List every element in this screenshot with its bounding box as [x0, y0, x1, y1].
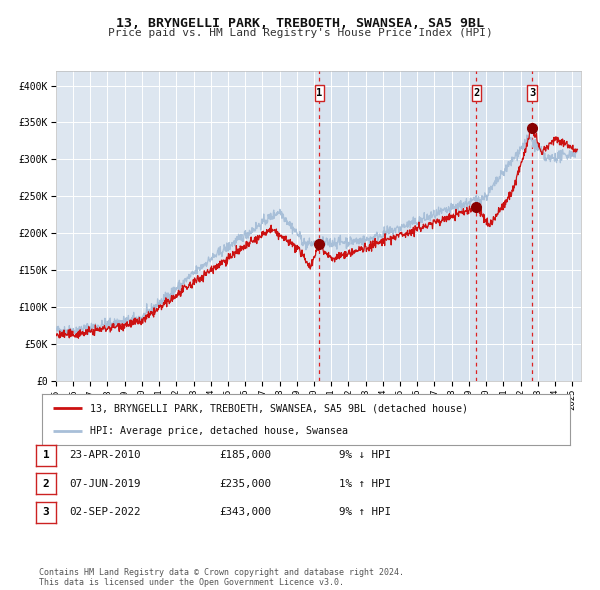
Text: £235,000: £235,000	[219, 479, 271, 489]
Text: £185,000: £185,000	[219, 451, 271, 460]
FancyBboxPatch shape	[527, 85, 537, 101]
Text: 3: 3	[43, 507, 49, 517]
Text: 07-JUN-2019: 07-JUN-2019	[69, 479, 140, 489]
Text: 9% ↑ HPI: 9% ↑ HPI	[339, 507, 391, 517]
Text: 2: 2	[43, 479, 49, 489]
Text: HPI: Average price, detached house, Swansea: HPI: Average price, detached house, Swan…	[89, 426, 347, 436]
Text: £343,000: £343,000	[219, 507, 271, 517]
FancyBboxPatch shape	[472, 85, 481, 101]
Text: Contains HM Land Registry data © Crown copyright and database right 2024.
This d: Contains HM Land Registry data © Crown c…	[39, 568, 404, 587]
Text: 1: 1	[316, 88, 322, 98]
Text: 02-SEP-2022: 02-SEP-2022	[69, 507, 140, 517]
Text: 13, BRYNGELLI PARK, TREBOETH, SWANSEA, SA5 9BL (detached house): 13, BRYNGELLI PARK, TREBOETH, SWANSEA, S…	[89, 403, 467, 413]
Text: 2: 2	[473, 88, 479, 98]
Bar	[319, 71, 532, 381]
Text: 3: 3	[529, 88, 535, 98]
FancyBboxPatch shape	[314, 85, 324, 101]
Text: Price paid vs. HM Land Registry's House Price Index (HPI): Price paid vs. HM Land Registry's House …	[107, 28, 493, 38]
Text: 1: 1	[43, 451, 49, 460]
Text: 9% ↓ HPI: 9% ↓ HPI	[339, 451, 391, 460]
Text: 13, BRYNGELLI PARK, TREBOETH, SWANSEA, SA5 9BL: 13, BRYNGELLI PARK, TREBOETH, SWANSEA, S…	[116, 17, 484, 30]
Text: 23-APR-2010: 23-APR-2010	[69, 451, 140, 460]
Text: 1% ↑ HPI: 1% ↑ HPI	[339, 479, 391, 489]
